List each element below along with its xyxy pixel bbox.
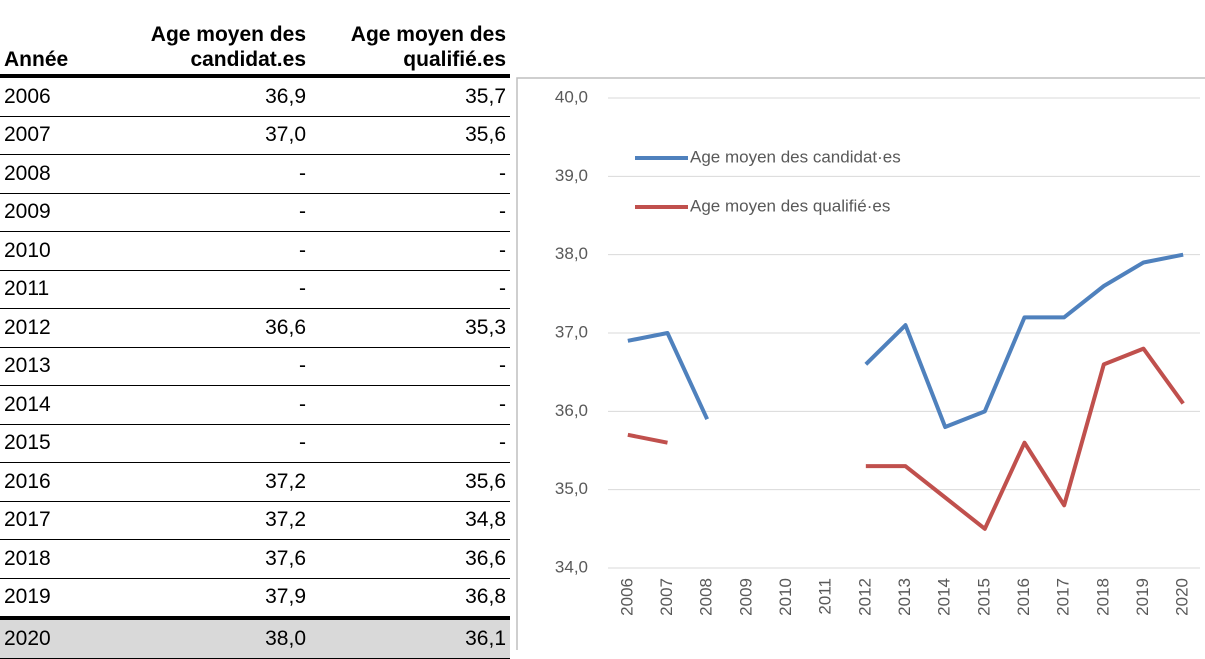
table-cell: 2016 — [0, 462, 110, 502]
x-tick-label: 2020 — [1173, 578, 1192, 616]
table-cell: 2018 — [0, 539, 110, 579]
legend-label: Age moyen des candidat·es — [690, 147, 901, 166]
header-cell: Age moyen des qualifié.es — [310, 0, 510, 78]
y-tick-label: 40,0 — [555, 87, 588, 106]
y-tick-label: 38,0 — [555, 244, 588, 263]
table-cell: - — [110, 270, 310, 309]
chart-frame — [516, 77, 1205, 650]
table-cell: 34,8 — [310, 501, 510, 540]
table-cell: - — [310, 270, 510, 309]
table-cell: - — [110, 231, 310, 271]
table-cell: - — [310, 154, 510, 194]
y-tick-label: 39,0 — [555, 166, 588, 185]
table-row: 2007 37,0 35,6 — [0, 116, 510, 155]
table-cell: 37,2 — [110, 462, 310, 502]
table-row: 2016 37,2 35,6 — [0, 462, 510, 502]
table-cell: 36,6 — [110, 308, 310, 348]
table-row: 2009- - — [0, 193, 510, 232]
x-tick-label: 2011 — [816, 578, 835, 615]
x-tick-label: 2014 — [935, 578, 954, 616]
x-tick-label: 2006 — [617, 578, 636, 616]
table-row: 2014- - — [0, 385, 510, 425]
table-cell: - — [110, 424, 310, 463]
table-cell: - — [310, 424, 510, 463]
table-cell: 2019 — [0, 578, 110, 619]
table-cell: 37,9 — [110, 578, 310, 619]
table-cell: 2010 — [0, 231, 110, 271]
table-cell: - — [110, 154, 310, 194]
x-tick-label: 2018 — [1093, 578, 1112, 616]
header-row: Année Age moyen des candidat.es Age moyen … — [0, 0, 510, 78]
x-tick-label: 2013 — [895, 578, 914, 616]
table-row: 2013- - — [0, 347, 510, 386]
y-tick-label: 34,0 — [555, 557, 588, 576]
table-row: 2017 37,2 34,8 — [0, 501, 510, 540]
x-tick-label: 2007 — [657, 578, 676, 616]
table-cell: - — [110, 385, 310, 425]
table-cell: 37,0 — [110, 116, 310, 155]
table-cell: 2012 — [0, 308, 110, 348]
x-tick-label: 2019 — [1133, 578, 1152, 616]
table-cell: 2008 — [0, 154, 110, 194]
table-cell: 36,9 — [110, 76, 310, 117]
table-row: 2012 36,6 35,3 — [0, 308, 510, 348]
table-cell: 35,7 — [310, 76, 510, 117]
table-cell: - — [310, 385, 510, 425]
table-cell: 2017 — [0, 501, 110, 540]
table-cell: - — [310, 231, 510, 271]
table-row: 2018 37,6 36,6 — [0, 539, 510, 579]
line — [627, 252, 1184, 429]
table-cell: - — [110, 193, 310, 232]
legend-label: Age moyen des qualifié·es — [690, 196, 890, 215]
table-cell: - — [310, 193, 510, 232]
table-cell: 2009 — [0, 193, 110, 232]
table-cell: 2014 — [0, 385, 110, 425]
table-cell: 35,6 — [310, 462, 510, 502]
table-cell: 2007 — [0, 116, 110, 155]
y-tick-label: 35,0 — [555, 479, 588, 498]
y-tick-label: 36,0 — [555, 401, 588, 420]
header-cell: Année — [0, 0, 110, 78]
header-cell: Age moyen des candidat.es — [110, 0, 310, 78]
x-tick-label: 2012 — [855, 578, 874, 616]
table-cell: 37,2 — [110, 501, 310, 540]
x-tick-label: 2016 — [1014, 578, 1033, 616]
table-row: 2011- - — [0, 270, 510, 309]
line — [627, 346, 1185, 531]
y-tick-label: 37,0 — [555, 322, 588, 341]
table-cell: 2006 — [0, 76, 110, 117]
x-tick-label: 2009 — [736, 578, 755, 616]
table-cell: 2013 — [0, 347, 110, 386]
x-tick-label: 2017 — [1054, 578, 1073, 616]
table-row: 2010- - — [0, 231, 510, 271]
table-cell: 36,6 — [310, 539, 510, 579]
table-cell: 35,6 — [310, 116, 510, 155]
table-cell: 37,6 — [110, 539, 310, 579]
table-cell: 2015 — [0, 424, 110, 463]
table-cell: 2011 — [0, 270, 110, 309]
x-tick-label: 2015 — [974, 578, 993, 616]
table-row: 2015- - — [0, 424, 510, 463]
table-cell: - — [310, 347, 510, 386]
table-cell: 35,3 — [310, 308, 510, 348]
table-row: 2006 36,9 35,7 — [0, 76, 510, 117]
x-tick-label: 2010 — [776, 578, 795, 616]
x-tick-label: 2008 — [697, 578, 716, 616]
table-row: 2008- - — [0, 154, 510, 194]
table-cell: - — [110, 347, 310, 386]
